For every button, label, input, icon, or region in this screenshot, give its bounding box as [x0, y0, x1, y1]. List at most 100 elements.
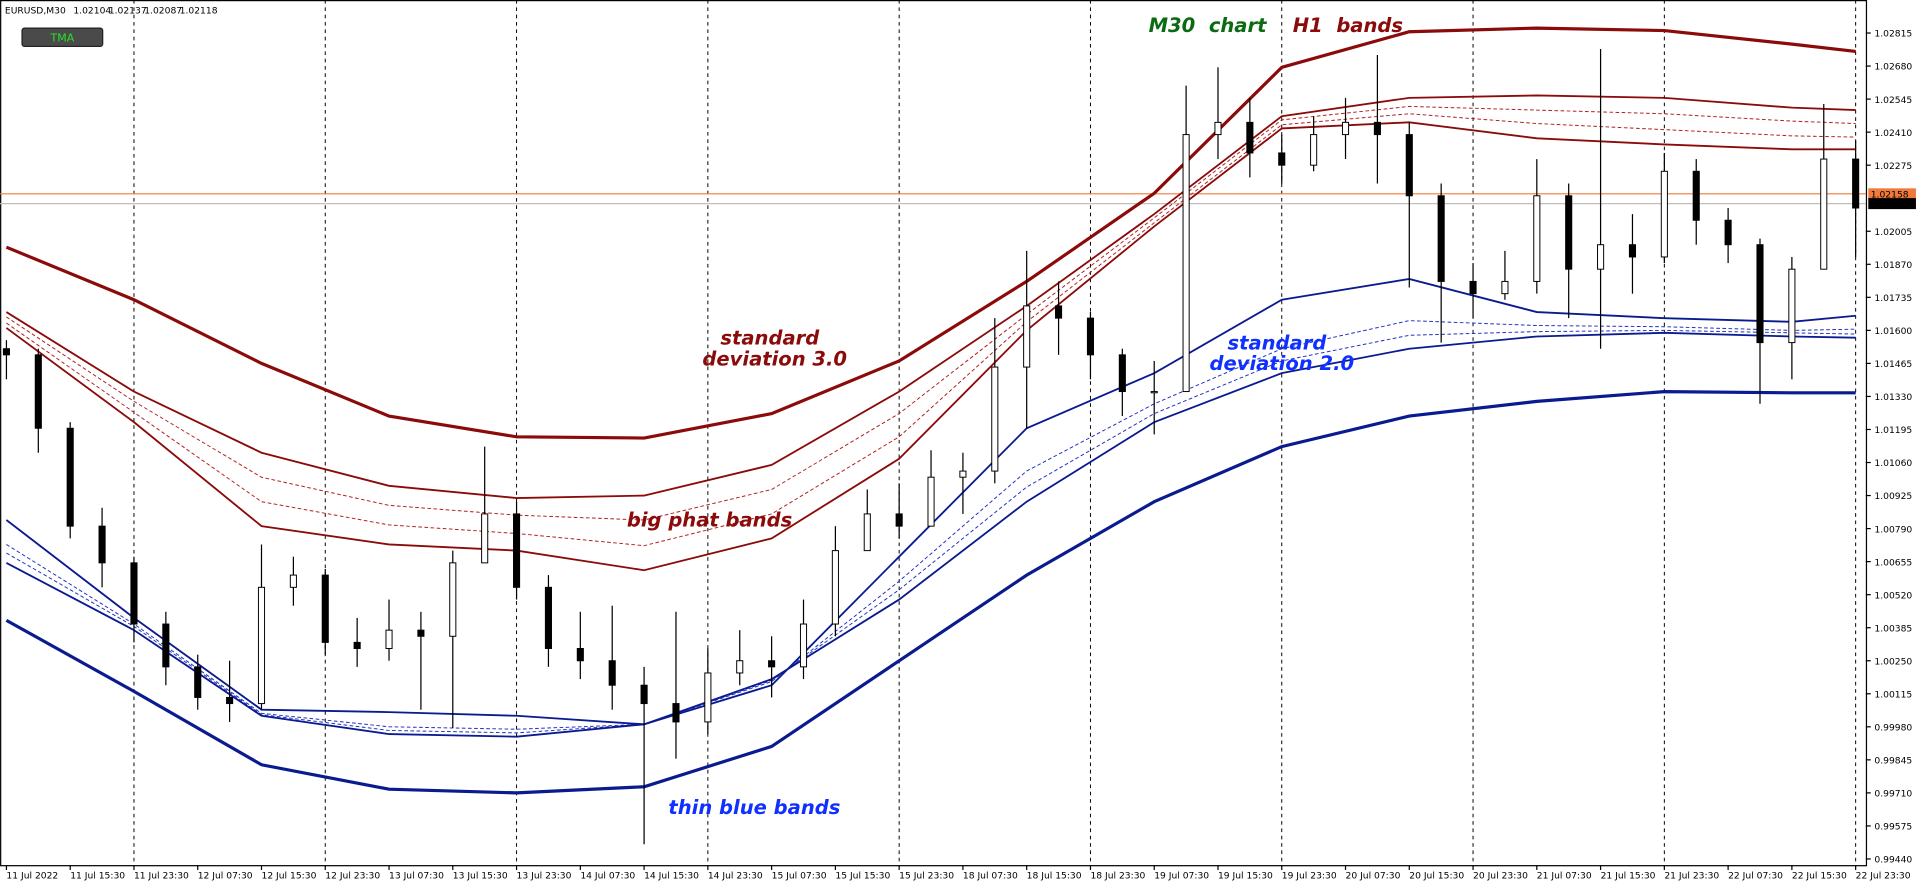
y-tick-label: 1.02410: [1874, 128, 1912, 139]
candle-body: [608, 660, 616, 686]
candle-body: [1278, 152, 1286, 166]
y-tick-label: 1.01600: [1874, 326, 1912, 337]
candle-body: [1533, 195, 1541, 282]
x-tick-label: 20 Jul 23:30: [1473, 871, 1528, 882]
band-line: [5, 26, 1856, 440]
annotation: big phat bands: [627, 509, 792, 532]
tma-button[interactable]: TMA: [21, 27, 104, 48]
band-line: [5, 390, 1856, 795]
y-tick-label: 1.00655: [1874, 557, 1912, 568]
x-tick-label: 15 Jul 07:30: [772, 871, 827, 882]
y-tick-label: 1.01195: [1874, 425, 1912, 436]
candle-body: [799, 623, 808, 668]
candle-body: [226, 696, 234, 705]
candle-body: [768, 660, 776, 668]
annotation: standard: [1227, 331, 1327, 354]
x-tick-label: 12 Jul 07:30: [198, 871, 253, 882]
plot-frame: [0, 0, 1868, 867]
button-box[interactable]: [21, 27, 104, 48]
candle-body: [1182, 134, 1190, 393]
x-tick-label: 22 Jul 23:30: [1856, 871, 1911, 882]
candle-body: [959, 470, 967, 478]
x-tick-label: 22 Jul 15:30: [1792, 871, 1847, 882]
x-tick-label: 13 Jul 23:30: [517, 871, 572, 882]
x-tick-label: 12 Jul 23:30: [325, 871, 380, 882]
annotation: standard: [720, 327, 820, 350]
candle-body: [1501, 280, 1509, 295]
y-tick-label: 1.02545: [1874, 95, 1912, 106]
candle-body: [1788, 268, 1796, 344]
candle-body: [34, 354, 42, 429]
x-tick-label: 18 Jul 15:30: [1027, 871, 1082, 882]
y-tick-label: 1.00520: [1874, 590, 1912, 601]
candle-body: [927, 476, 935, 527]
x-tick-label: 19 Jul 15:30: [1218, 871, 1273, 882]
y-tick-label: 1.02680: [1874, 62, 1912, 73]
x-tick-label: 20 Jul 15:30: [1409, 871, 1464, 882]
candle-body: [1437, 195, 1445, 282]
candle-body: [2, 348, 10, 356]
y-tick-label: 0.99440: [1874, 855, 1912, 866]
annotation: H1 bands: [1293, 14, 1403, 37]
candle-body: [640, 684, 648, 705]
x-tick-label: 11 Jul 15:30: [70, 871, 125, 882]
candle-body: [1628, 244, 1637, 258]
candle-body: [1660, 170, 1668, 258]
x-tick-label: 18 Jul 23:30: [1090, 871, 1145, 882]
y-tick-label: 1.01870: [1874, 260, 1912, 271]
candle-body: [1597, 244, 1605, 270]
y-tick-label: 1.02275: [1874, 161, 1912, 172]
candle-body: [257, 586, 266, 705]
candle-body: [863, 513, 871, 552]
candle-body: [1055, 305, 1063, 319]
y-tick-label: 1.00790: [1874, 524, 1912, 535]
x-tick-label: 12 Jul 15:30: [261, 871, 316, 882]
candle-body: [736, 660, 744, 674]
candle-body: [1214, 121, 1222, 136]
candle-body: [1023, 305, 1031, 368]
x-tick-label: 14 Jul 15:30: [644, 871, 699, 882]
y-tick-label: 0.99980: [1874, 722, 1912, 733]
symbol: EURUSD,M30: [5, 5, 66, 16]
candle-body: [1405, 134, 1413, 197]
x-tick-label: 13 Jul 15:30: [453, 871, 508, 882]
x-tick-label: 15 Jul 23:30: [899, 871, 954, 882]
candle-body: [321, 574, 329, 643]
candle-body: [991, 366, 999, 472]
x-tick-label: 11 Jul 23:30: [134, 871, 189, 882]
candle-body: [831, 550, 839, 625]
candle-body: [1724, 219, 1732, 246]
candle-body: [449, 562, 457, 637]
candle-body: [1373, 121, 1381, 136]
candle-body: [481, 513, 489, 564]
candle-body: [895, 513, 903, 527]
candle-body: [1246, 121, 1254, 154]
x-tick-label: 15 Jul 15:30: [835, 871, 890, 882]
candle-body: [1118, 354, 1126, 393]
quote-value: 1.02104: [73, 5, 111, 16]
x-tick-label: 21 Jul 07:30: [1537, 871, 1592, 882]
x-tick-label: 14 Jul 07:30: [580, 871, 635, 882]
y-tick-label: 0.99710: [1874, 789, 1912, 800]
candle-body: [1341, 121, 1350, 136]
y-tick-label: 1.00250: [1874, 656, 1912, 667]
candle-body: [162, 623, 170, 668]
y-tick-label: 1.00115: [1874, 689, 1912, 700]
candle-body: [704, 672, 712, 723]
y-tick-label: 1.01060: [1874, 458, 1912, 469]
candle-body: [1756, 244, 1764, 344]
button-label[interactable]: TMA: [50, 32, 75, 45]
annotation: thin blue bands: [668, 796, 840, 819]
price-tag-label: 1.02158: [1871, 189, 1909, 200]
candle-body: [417, 629, 425, 637]
y-tick-label: 1.00925: [1874, 491, 1912, 502]
annotation: deviation 2.0: [1209, 352, 1354, 375]
quote-value: 1.02118: [180, 5, 218, 16]
candle-body: [513, 513, 521, 588]
x-tick-label: 21 Jul 15:30: [1601, 871, 1656, 882]
candle-body: [1692, 170, 1700, 221]
quote-value: 1.02137: [109, 5, 147, 16]
